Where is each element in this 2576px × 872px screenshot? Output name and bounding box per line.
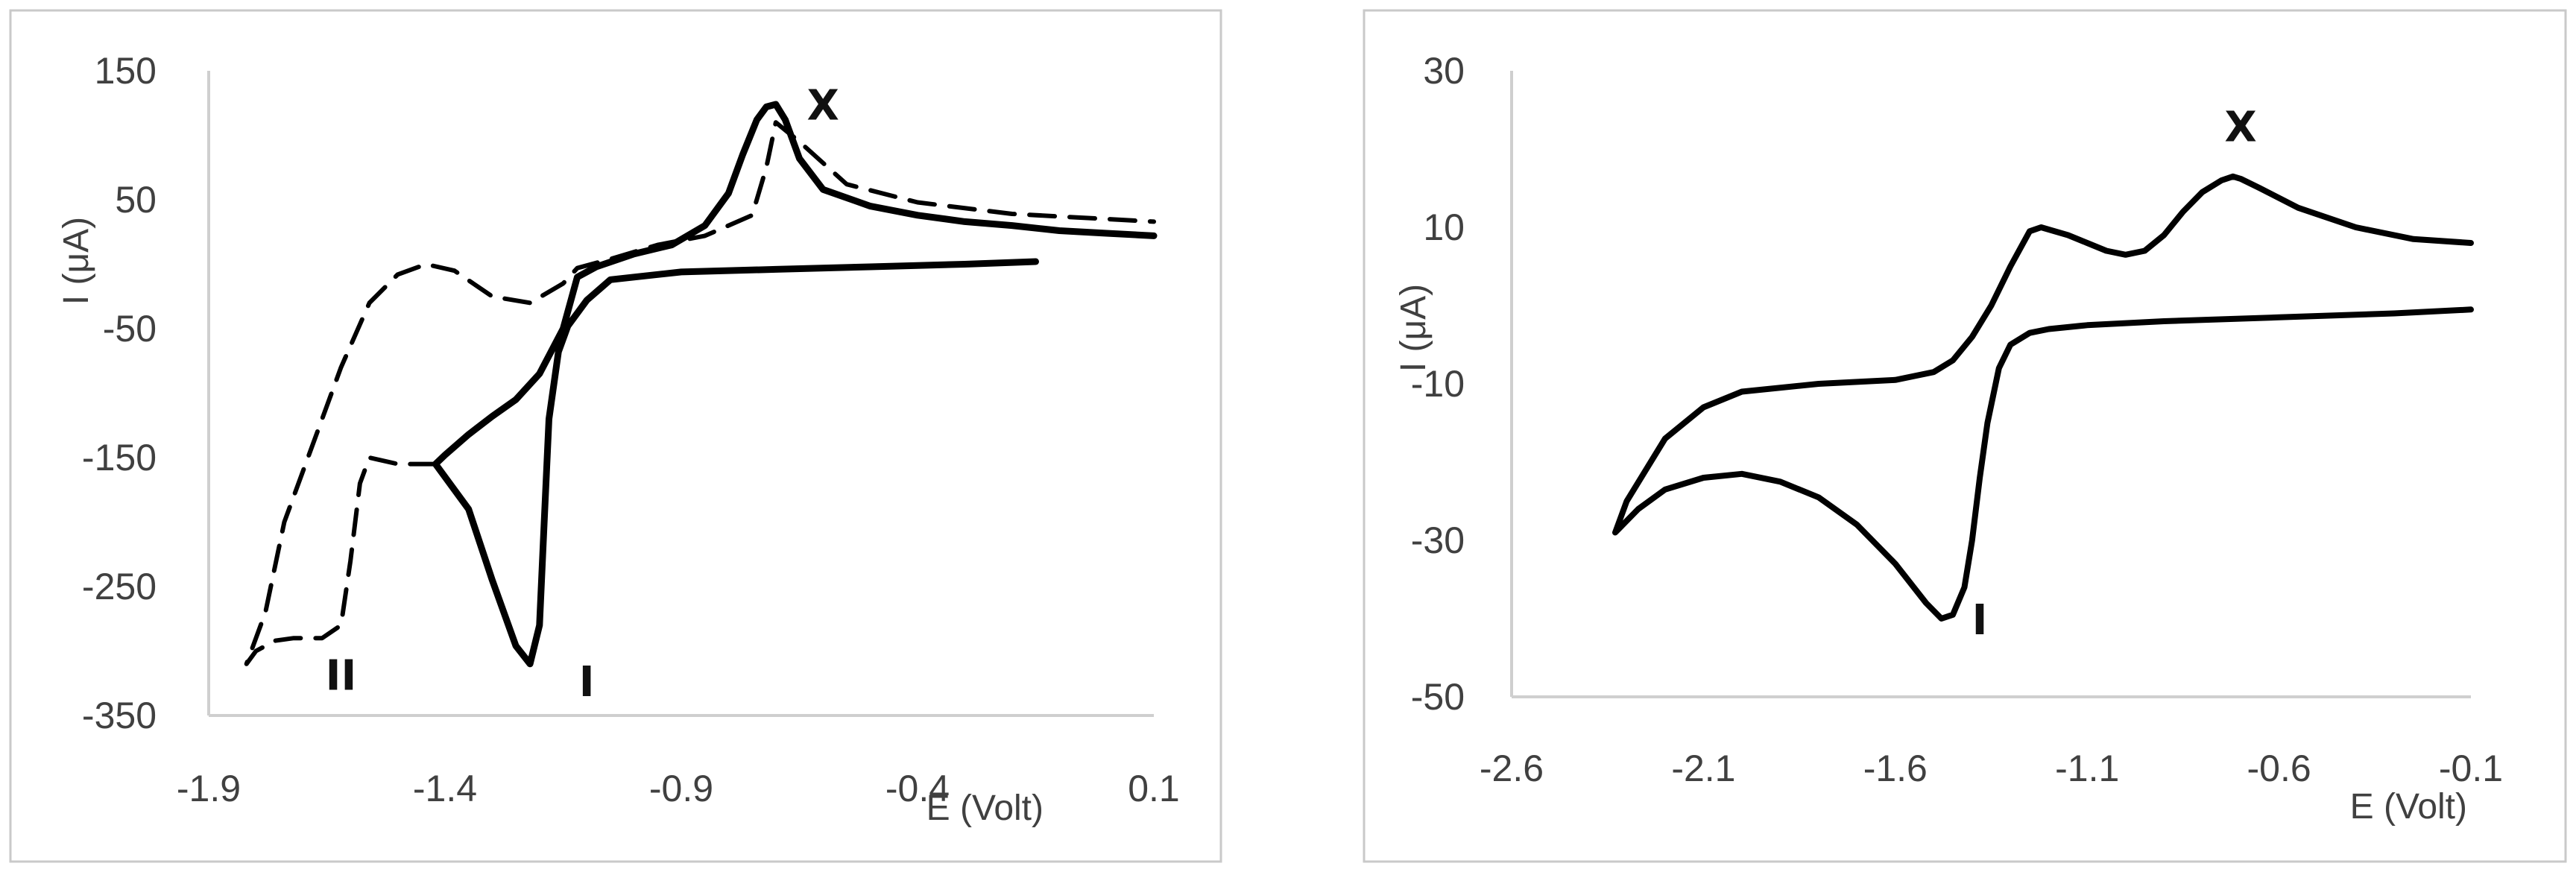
x-tick-label: -1.9: [177, 768, 241, 809]
x-tick-label: -0.1: [2439, 748, 2503, 789]
y-tick-label: -10: [1411, 363, 1465, 405]
y-tick-label: -350: [82, 695, 157, 736]
panel-frame: [1363, 9, 2567, 863]
peak-annotation: I: [1972, 596, 1988, 645]
series-line-solid: [432, 101, 1158, 668]
y-axis-title: I (μA): [1394, 284, 1433, 372]
series-group: [244, 101, 1158, 668]
series-group: [1612, 173, 2474, 622]
y-axis-title: I (μA): [57, 217, 96, 305]
x-tick-label: -1.6: [1863, 748, 1928, 789]
annotation-group: XI: [1972, 104, 2257, 645]
y-tick-label: -50: [103, 308, 157, 350]
x-tick-label: -0.6: [2247, 748, 2311, 789]
peak-annotation: X: [2225, 104, 2257, 152]
y-tick-labels: 150 50 -50 -150 -250 -350: [82, 50, 157, 736]
x-tick-label: 0.1: [1128, 768, 1180, 809]
y-tick-label: -250: [82, 566, 157, 607]
y-tick-label: 10: [1423, 206, 1465, 248]
x-tick-label: -2.6: [1480, 748, 1544, 789]
x-tick-label: -1.1: [2055, 748, 2119, 789]
peak-annotation: X: [807, 82, 839, 130]
y-tick-label: -30: [1411, 519, 1465, 561]
series-line-dashed: [244, 120, 1156, 666]
peak-annotation: I: [579, 658, 595, 707]
y-tick-label: -50: [1411, 676, 1465, 718]
x-axis-title: E (Volt): [926, 789, 1044, 828]
x-tick-labels: -1.9 -1.4 -0.9 -0.4 0.1: [177, 768, 1180, 809]
y-tick-label: 150: [95, 50, 157, 92]
y-tick-label: 30: [1423, 50, 1465, 92]
peak-annotation: II: [326, 651, 357, 700]
x-tick-label: -0.9: [649, 768, 713, 809]
chart-panel-left: 150 50 -50 -150 -250 -350 -1.9 -1.4 -0.9 -0.4 0.1…: [9, 9, 1222, 863]
y-tick-label: -150: [82, 437, 157, 478]
x-tick-label: -2.1: [1671, 748, 1735, 789]
x-tick-label: -1.4: [413, 768, 477, 809]
x-tick-label: -0.4: [886, 768, 950, 809]
y-tick-label: 50: [115, 179, 157, 221]
panel-frame: [9, 9, 1222, 863]
y-tick-labels: 30 10 -10 -30 -50: [1411, 50, 1465, 718]
x-axis-title: E (Volt): [2350, 787, 2467, 827]
series-line-solid: [1612, 173, 2474, 622]
chart-panel-right: 30 10 -10 -30 -50 -2.6 -2.1 -1.6 -1.1 -0.6 -0.1 X…: [1363, 9, 2567, 863]
x-tick-labels: -2.6 -2.1 -1.6 -1.1 -0.6 -0.1: [1480, 748, 2503, 789]
